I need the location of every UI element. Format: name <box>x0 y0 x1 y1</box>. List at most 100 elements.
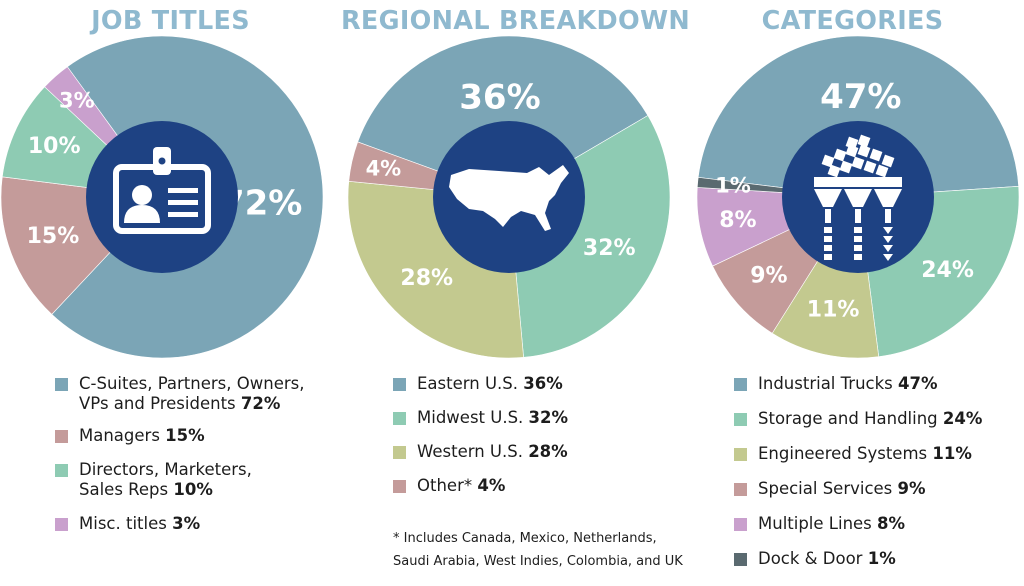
usa-map-shape <box>449 165 569 231</box>
footnote-line: * Includes Canada, Mexico, Netherlands, <box>393 531 657 546</box>
legend-label: Western U.S. <box>417 442 523 461</box>
legend-value: 28% <box>528 442 568 461</box>
legend-value: 3% <box>172 514 201 533</box>
legend-item: Special Services 9% <box>734 479 1024 499</box>
legend-value: 24% <box>942 409 983 428</box>
slice-data-label: 3% <box>59 88 95 112</box>
hopper-output-shape <box>883 254 893 261</box>
hopper-box-shape <box>881 154 895 168</box>
legend-item: Engineered Systems 11% <box>734 444 1024 464</box>
hopper-chute-shape <box>885 209 891 223</box>
hopper-output-shape <box>824 245 832 251</box>
legend-categories: Industrial Trucks 47% Storage and Handli… <box>734 374 1024 569</box>
legend-label: Sales Reps <box>79 480 169 499</box>
hopper-funnel-shape <box>874 189 902 207</box>
legend-label: Misc. titles <box>79 514 167 533</box>
hopper-chute-shape <box>855 209 861 223</box>
hopper-box-shape <box>851 156 865 170</box>
id-badge-icon <box>86 121 238 273</box>
legend-label: Directors, Marketers, <box>79 460 252 479</box>
legend-item: Western U.S. 28% <box>393 442 678 462</box>
slice-data-label: 11% <box>807 298 860 323</box>
legend-swatch <box>393 378 406 391</box>
legend-label: Dock & Door <box>758 549 863 568</box>
hopper-output-shape <box>854 245 862 251</box>
pie-labels: 47% 24% 11% 9% 8% 1% <box>715 77 974 322</box>
legend-swatch <box>393 480 406 493</box>
hopper-funnel-shape <box>814 189 842 207</box>
badge-text-line <box>168 212 198 217</box>
legend-label: Midwest U.S. <box>417 408 524 427</box>
hopper-box-shape <box>821 154 835 168</box>
legend-label: Other* <box>417 476 473 495</box>
footnote-line: Saudi Arabia, West Indies, Colombia, and… <box>393 554 683 569</box>
legend-item: Other* 4% <box>393 476 678 496</box>
legend-item: Managers 15% <box>55 426 340 446</box>
hopper-chute-shape <box>825 209 831 223</box>
legend-swatch <box>734 483 747 496</box>
legend-swatch <box>734 518 747 531</box>
hopper-output-shape <box>883 245 893 252</box>
legend-swatch <box>393 412 406 425</box>
legend-value: 47% <box>898 374 938 393</box>
pie-chart-job-titles: 72%15%10%3% <box>0 35 324 359</box>
hopper-box-shape <box>875 164 889 178</box>
hopper-box-shape <box>863 160 877 174</box>
hopper-output-shape <box>854 254 862 260</box>
center-disc <box>86 121 238 273</box>
legend-label: Multiple Lines <box>758 514 872 533</box>
hopper-box-shape <box>857 144 871 158</box>
legend-item: Directors, Marketers, Sales Reps 10% <box>55 460 340 500</box>
legend-item: Multiple Lines 8% <box>734 514 1024 534</box>
legend-swatch <box>734 378 747 391</box>
legend-item: Eastern U.S. 36% <box>393 374 678 394</box>
legend-value: 15% <box>165 426 205 445</box>
slice-data-label: 10% <box>28 134 81 159</box>
legend-swatch <box>734 448 747 461</box>
footnote: * Includes Canada, Mexico, Netherlands, … <box>393 527 693 573</box>
pie-slice-eastern-u-s <box>357 35 649 198</box>
legend-item: Misc. titles 3% <box>55 514 340 534</box>
legend-job-titles: C-Suites, Partners, Owners, VPs and Pres… <box>55 374 340 534</box>
legend-label: VPs and Presidents <box>79 394 236 413</box>
legend-swatch <box>55 378 68 391</box>
legend-value: 10% <box>173 480 213 499</box>
hopper-output-shape <box>883 236 893 243</box>
hopper-box-shape <box>857 134 871 148</box>
badge-body-shape <box>124 205 160 223</box>
legend-swatch <box>55 430 68 443</box>
legend-label: Engineered Systems <box>758 444 928 463</box>
chart-title-job-titles: JOB TITLES <box>91 6 250 36</box>
legend-value: 8% <box>877 514 906 533</box>
legend-label: Industrial Trucks <box>758 374 893 393</box>
hopper-output-shape <box>824 254 832 260</box>
legend-value: 1% <box>867 549 896 568</box>
panel-regional-breakdown: REGIONAL BREAKDOWN 36% 32% 28% 4% Eastern U… <box>341 0 690 586</box>
legend-value: 9% <box>897 479 926 498</box>
legend-value: 4% <box>477 476 506 495</box>
slice-data-label: 47% <box>820 77 901 117</box>
slice-data-label: 15% <box>27 224 80 249</box>
legend-label: Eastern U.S. <box>417 374 518 393</box>
hopper-output-shape <box>854 236 862 242</box>
hopper-box-shape <box>833 148 847 162</box>
legend-item: Midwest U.S. 32% <box>393 408 678 428</box>
hopper-output-shape <box>824 236 832 242</box>
legend-item: Industrial Trucks 47% <box>734 374 1024 394</box>
legend-value: 36% <box>523 374 563 393</box>
legend-swatch <box>734 413 747 426</box>
slice-data-label: 1% <box>715 174 751 198</box>
hopper-box-shape <box>839 160 853 174</box>
legend-label: C-Suites, Partners, Owners, <box>79 374 305 393</box>
legend-item: Storage and Handling 24% <box>734 409 1024 429</box>
slice-data-label: 4% <box>366 156 402 180</box>
badge-text-line <box>168 188 198 193</box>
hopper-funnel-shape <box>844 189 872 207</box>
hopper-box-shape <box>827 164 841 178</box>
storage-hopper-icon <box>782 121 934 273</box>
legend-value: 32% <box>528 408 569 427</box>
legend-swatch <box>55 464 68 477</box>
badge-clip-hole <box>158 157 166 165</box>
chart-title-categories: CATEGORIES <box>761 6 944 36</box>
legend-swatch <box>393 446 406 459</box>
